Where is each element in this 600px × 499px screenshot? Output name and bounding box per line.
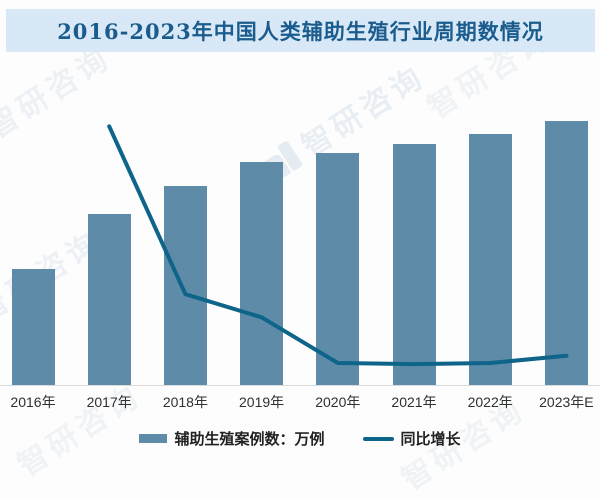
bar-2020年 xyxy=(316,152,360,385)
x-axis-label: 2021年 xyxy=(391,394,437,410)
x-axis-label: 2019年 xyxy=(239,394,285,410)
legend-line-label: 同比增长 xyxy=(400,431,461,448)
x-axis-label: 2018年 xyxy=(162,394,208,410)
legend-line-swatch xyxy=(362,436,394,441)
bar-2021年 xyxy=(392,143,436,385)
legend-bar-label: 辅助生殖案例数：万例 xyxy=(174,431,325,448)
chart-title: 2016-2023年中国人类辅助生殖行业周期数情况 xyxy=(57,18,544,44)
legend: 辅助生殖案例数：万例 同比增长 xyxy=(0,428,600,449)
x-axis-label: 2016年 xyxy=(10,394,56,410)
x-axis-label: 2020年 xyxy=(315,394,361,410)
bar-2022年 xyxy=(468,134,512,385)
title-band: 2016-2023年中国人类辅助生殖行业周期数情况 xyxy=(6,9,595,52)
legend-bar-swatch xyxy=(139,434,168,443)
bar-2018年 xyxy=(163,186,207,385)
x-axis-label: 2023年E xyxy=(539,394,594,410)
x-axis-label: 2017年 xyxy=(86,394,132,410)
bar-2017年 xyxy=(87,214,131,385)
bar-2016年 xyxy=(11,268,55,385)
bar-2019年 xyxy=(240,161,284,385)
x-axis-label: 2022年 xyxy=(467,394,513,410)
bar-2023年E xyxy=(544,121,588,385)
x-axis-line xyxy=(0,385,600,386)
chart-canvas: 智研咨询 智研咨询 智研咨询 智研咨询 智研咨询 智研咨询 2016-2023年… xyxy=(0,0,600,450)
